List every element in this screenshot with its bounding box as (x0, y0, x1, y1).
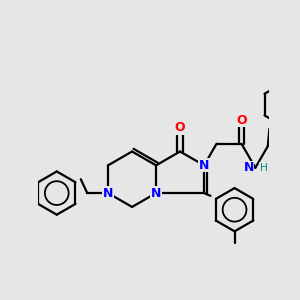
Text: N: N (151, 187, 161, 200)
Text: N: N (199, 159, 209, 172)
Text: N: N (103, 187, 113, 200)
Text: O: O (236, 114, 247, 127)
Text: H: H (260, 163, 268, 173)
Text: N: N (243, 161, 254, 174)
Text: O: O (175, 122, 185, 134)
